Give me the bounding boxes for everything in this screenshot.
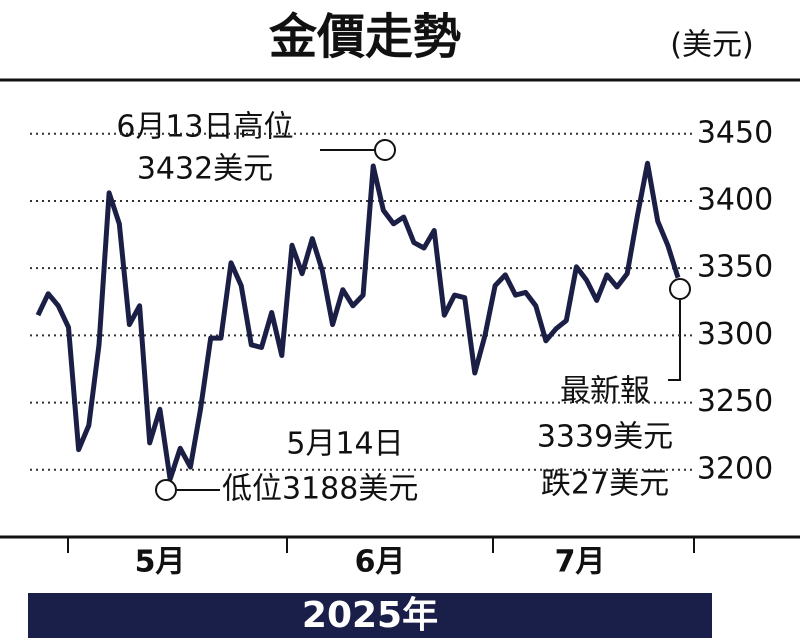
y-tick-label: 3450 xyxy=(697,115,773,150)
y-tick-label: 3250 xyxy=(697,384,773,419)
marker-circle xyxy=(155,479,177,501)
callouts xyxy=(177,149,681,491)
price-line xyxy=(35,160,681,482)
y-tick-label: 3300 xyxy=(697,317,773,352)
y-tick-label: 3350 xyxy=(697,250,773,285)
marker-circle xyxy=(669,278,691,300)
annotation: 6月13日高位 xyxy=(116,110,293,145)
x-tick-label: 6月 xyxy=(355,545,406,580)
annotation: 跌27美元 xyxy=(541,467,669,502)
x-tick-label: 5月 xyxy=(135,545,186,580)
chart-title: 金價走勢 xyxy=(268,9,461,65)
marker-circle xyxy=(374,139,396,161)
unit-label: (美元) xyxy=(670,28,753,63)
annotation: 3339美元 xyxy=(537,420,673,455)
y-tick-label: 3400 xyxy=(697,182,773,217)
month-ticks xyxy=(67,537,695,553)
y-tick-label: 3200 xyxy=(697,451,773,486)
annotation: 低位3188美元 xyxy=(222,472,418,507)
year-bar xyxy=(28,593,712,638)
x-tick-label: 7月 xyxy=(555,545,606,580)
annotation: 最新報 xyxy=(560,374,650,409)
year-label: 2025年 xyxy=(302,595,438,636)
annotation: 3432美元 xyxy=(137,152,273,187)
annotation: 5月14日 xyxy=(286,427,403,462)
